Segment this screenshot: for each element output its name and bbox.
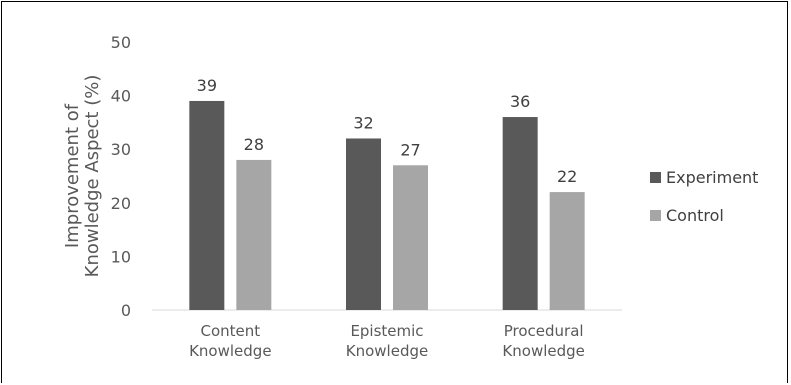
y-tick-label: 0 [121,301,131,320]
category-label: Procedural Knowledge [502,322,584,360]
category-label-line: Content [201,322,261,340]
category-label-line: Knowledge [502,342,584,360]
data-label: 39 [197,76,217,95]
y-tick-label: 40 [111,87,131,106]
data-label: 22 [557,167,577,186]
y-axis-ticks: 0 10 20 30 40 50 [111,33,131,320]
legend-swatch-experiment [650,172,661,183]
y-axis-label: Improvement ofKnowledge Aspect (%) [62,75,103,278]
legend-swatch-control [650,210,661,221]
category-label-line: Knowledge [189,342,271,360]
bars [189,100,585,311]
bar-control [236,159,272,310]
data-label: 27 [400,140,420,159]
y-tick-label: 10 [111,247,131,266]
bar-experiment [502,117,538,310]
y-axis-title-line: Improvement of [62,103,83,248]
bar-control [549,192,585,310]
y-axis-title: Improvement ofKnowledge Aspect (%) [62,75,103,278]
data-label: 28 [244,135,264,154]
bar-experiment [346,138,381,310]
y-tick-label: 30 [111,140,131,159]
y-tick-label: 20 [111,194,131,213]
legend: Experiment Control [650,168,758,225]
legend-label-control: Control [666,206,724,225]
y-axis-title-line: Knowledge Aspect (%) [82,75,103,278]
bar-experiment [189,100,225,311]
category-label-line: Knowledge [346,342,428,360]
category-label-line: Epistemic [350,322,423,340]
category-label: Epistemic Knowledge [346,322,428,360]
legend-label-experiment: Experiment [666,168,758,187]
data-labels: 39 28 32 27 36 22 [197,76,578,186]
bar-control [393,165,428,310]
category-label-line: Procedural [504,322,584,340]
data-label: 36 [510,92,530,111]
y-tick-label: 50 [111,33,131,52]
data-label: 32 [353,113,373,132]
category-label: Content Knowledge [189,322,271,360]
